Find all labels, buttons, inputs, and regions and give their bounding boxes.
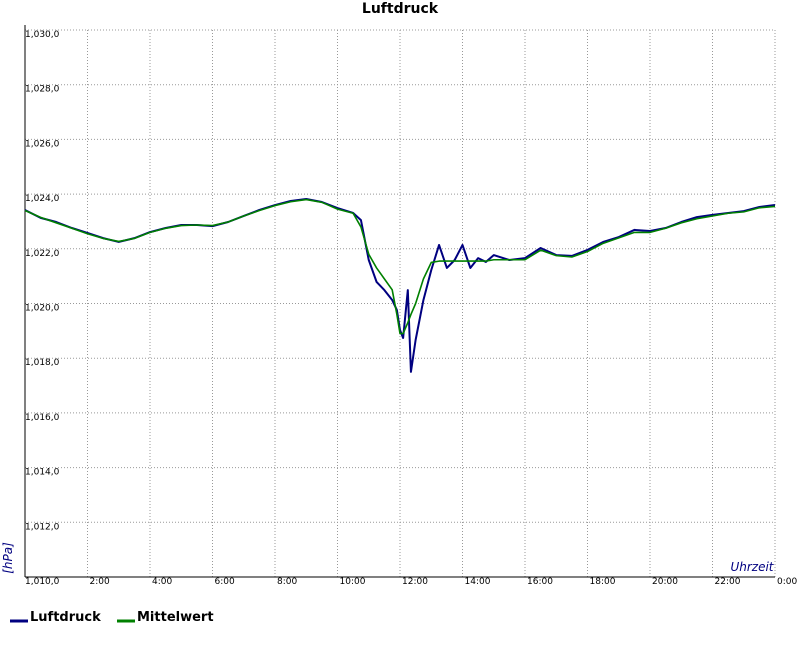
legend-label: Mittelwert bbox=[137, 610, 214, 625]
x-tick-label: 16:00 bbox=[527, 577, 553, 587]
y-tick-label: 1,014,0 bbox=[25, 468, 60, 478]
x-tick-label: 6:00 bbox=[215, 577, 235, 587]
y-tick-label: 1,010,0 bbox=[25, 577, 60, 587]
y-tick-label: 1,030,0 bbox=[25, 30, 60, 40]
legend-label: Luftdruck bbox=[30, 610, 101, 625]
y-tick-label: 1,022,0 bbox=[25, 249, 60, 259]
y-tick-label: 1,024,0 bbox=[25, 194, 60, 204]
x-tick-label: 12:00 bbox=[402, 577, 428, 587]
y-tick-label: 1,028,0 bbox=[25, 85, 60, 95]
chart-title: Luftdruck bbox=[362, 1, 439, 17]
y-tick-label: 1,018,0 bbox=[25, 358, 60, 368]
x-tick-label: 10:00 bbox=[340, 577, 366, 587]
y-tick-label: 1,026,0 bbox=[25, 139, 60, 149]
x-tick-label: 20:00 bbox=[652, 577, 678, 587]
x-axis-label: Uhrzeit bbox=[730, 560, 774, 574]
x-tick-label: 18:00 bbox=[590, 577, 616, 587]
y-axis-label: [hPa] bbox=[1, 542, 15, 574]
x-tick-label: 14:00 bbox=[465, 577, 491, 587]
y-tick-label: 1,020,0 bbox=[25, 304, 60, 314]
x-tick-label: 0:00 bbox=[777, 577, 797, 587]
x-tick-label: 4:00 bbox=[152, 577, 172, 587]
x-tick-label: 8:00 bbox=[277, 577, 297, 587]
y-tick-label: 1,012,0 bbox=[25, 522, 60, 532]
y-tick-label: 1,016,0 bbox=[25, 413, 60, 423]
x-tick-label: 22:00 bbox=[715, 577, 741, 587]
data-line bbox=[24, 198, 776, 335]
x-tick-label: 2:00 bbox=[90, 577, 110, 587]
